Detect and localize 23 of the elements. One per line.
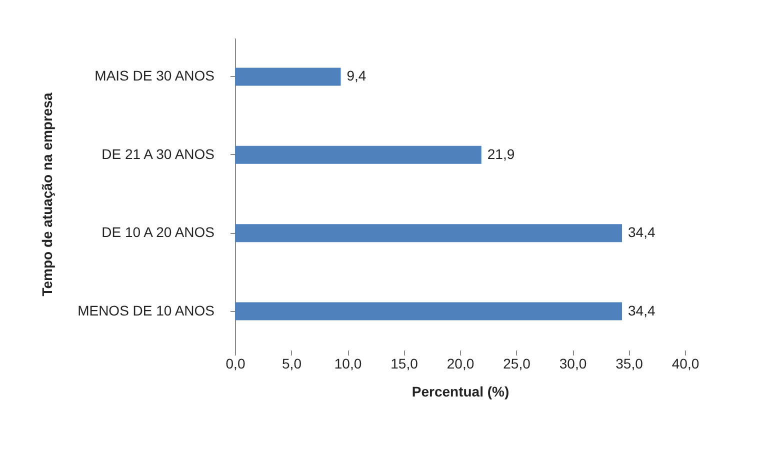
x-tick-label: 15,0 bbox=[390, 356, 418, 372]
data-label: 21,9 bbox=[487, 146, 515, 162]
x-tick-label: 25,0 bbox=[503, 356, 531, 372]
x-axis-title: Percentual (%) bbox=[412, 384, 510, 400]
y-tick-label: DE 10 A 20 ANOS bbox=[102, 224, 214, 240]
data-label: 34,4 bbox=[628, 224, 656, 240]
data-label: 34,4 bbox=[628, 302, 656, 318]
bar bbox=[235, 68, 341, 86]
x-tick-label: 35,0 bbox=[616, 356, 644, 372]
bar bbox=[235, 146, 482, 164]
x-tick-label: 30,0 bbox=[559, 356, 587, 372]
x-tick-label: 0,0 bbox=[226, 356, 246, 372]
x-tick-label: 40,0 bbox=[672, 356, 700, 372]
x-tick-label: 20,0 bbox=[446, 356, 474, 372]
y-tick-label: MAIS DE 30 ANOS bbox=[94, 68, 214, 84]
data-label: 9,4 bbox=[346, 68, 366, 84]
bar bbox=[235, 224, 622, 242]
y-tick-label: MENOS DE 10 ANOS bbox=[78, 302, 214, 318]
y-axis-title: Tempo de atuação na empresa bbox=[38, 92, 55, 296]
y-tick-label: DE 21 A 30 ANOS bbox=[102, 146, 214, 162]
bar bbox=[235, 302, 622, 320]
x-tick-label: 5,0 bbox=[282, 356, 302, 372]
x-tick-label: 10,0 bbox=[334, 356, 362, 372]
